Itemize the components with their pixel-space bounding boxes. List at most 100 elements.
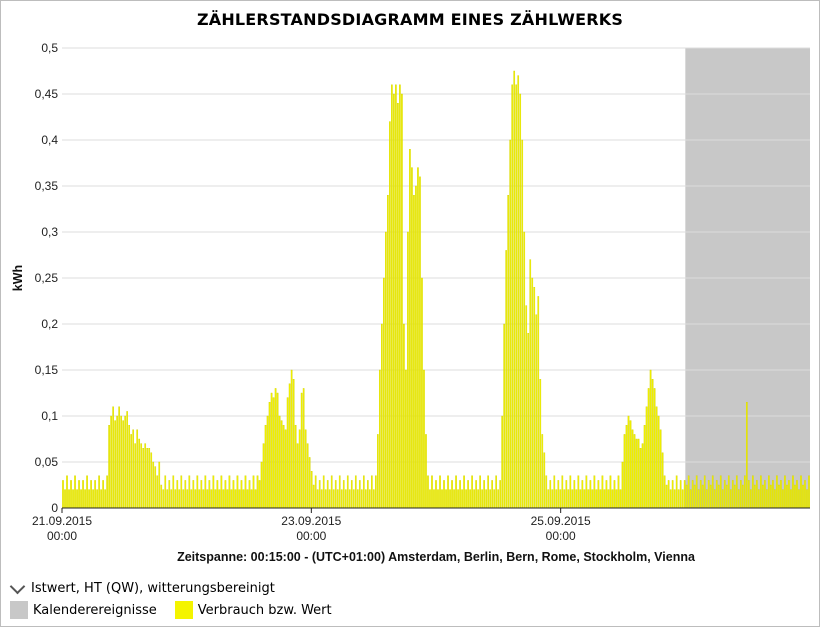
data-bar [721,489,724,509]
data-bar [198,489,201,509]
data-bar [713,489,716,509]
data-bar [204,475,207,509]
legend-label-consumption[interactable]: Verbrauch bzw. Wert [197,602,332,618]
data-bar [705,489,708,509]
data-bar [282,425,285,509]
data-bar [403,323,405,509]
data-bar [513,70,516,509]
data-bar [154,466,157,509]
data-bar [537,296,540,509]
data-bar [541,434,544,509]
data-bar [565,480,568,509]
data-bar [254,489,257,509]
data-bar [228,475,231,509]
data-bar [80,489,82,509]
data-bar [599,489,602,509]
data-bar [284,429,287,509]
data-bar [649,369,652,509]
data-bar [102,480,104,509]
data-bar [415,185,417,509]
data-bar [166,489,169,509]
data-bar [236,475,239,509]
data-bar [717,484,720,509]
data-bar [703,475,706,509]
data-bar [356,489,359,509]
data-bar [739,480,742,509]
data-bar [439,475,441,509]
data-bar [515,84,518,509]
data-bar [162,489,165,509]
data-bar [531,277,534,509]
data-bar [623,434,626,509]
data-bar [465,489,467,509]
data-bar [575,489,578,509]
data-bar [559,489,562,509]
data-bar [306,443,309,509]
data-bar [234,489,237,509]
data-bar [804,480,806,509]
data-bar [511,84,514,509]
data-bar [122,420,124,509]
data-bar [379,369,381,509]
data-bar [262,443,265,509]
data-bar [695,475,698,509]
data-bar [499,480,501,509]
data-bar [222,489,225,509]
data-bar [274,388,277,509]
data-bar [744,475,746,509]
data-bar [200,480,203,509]
data-bar [683,480,686,509]
data-bar [667,480,670,509]
data-bar [693,484,696,509]
data-bar [669,489,672,509]
data-bar [727,475,730,509]
data-bar [387,194,389,509]
data-bar [601,475,604,509]
data-bar [397,102,399,509]
data-bar [160,484,163,509]
data-bar [697,489,700,509]
data-bar [780,480,782,509]
data-bar [585,475,588,509]
data-bar [152,461,155,509]
data-bar [182,489,185,509]
data-bar [543,452,546,509]
data-bar [294,425,297,509]
data-bar [441,489,443,509]
data-bar [74,475,76,509]
data-bar [557,480,560,509]
data-bar [571,489,574,509]
data-bar [802,484,804,509]
data-bar [369,489,371,509]
data-bar [731,480,734,509]
chevron-down-icon[interactable] [9,578,26,594]
data-bar [806,489,808,509]
data-bar [176,480,179,509]
data-bar [517,75,520,509]
data-bar [790,489,792,509]
y-tick-label: 0,4 [41,133,58,147]
data-bar [567,489,570,509]
data-bar [373,489,375,509]
data-bar [232,480,235,509]
y-tick-label: 0,15 [35,363,59,377]
legend-swatch-consumption[interactable] [174,601,193,619]
legend-group-toggle[interactable]: Istwert, HT (QW), witterungsbereinigt [9,578,275,596]
data-bar [681,489,684,509]
data-bar [719,475,722,509]
data-bar [320,489,323,509]
data-bar [735,475,738,509]
data-bar [401,93,403,509]
data-bar [581,480,584,509]
data-bar [288,383,291,509]
data-bar [116,415,118,509]
data-bar [699,480,702,509]
data-bar [174,489,177,509]
data-bar [467,480,469,509]
data-bar [733,484,736,509]
data-bar [625,425,628,509]
legend-swatch-calendar[interactable] [10,601,28,619]
legend-label-calendar[interactable]: Kalenderereignisse [33,602,157,618]
data-bar [407,231,409,509]
data-bar [527,333,530,509]
